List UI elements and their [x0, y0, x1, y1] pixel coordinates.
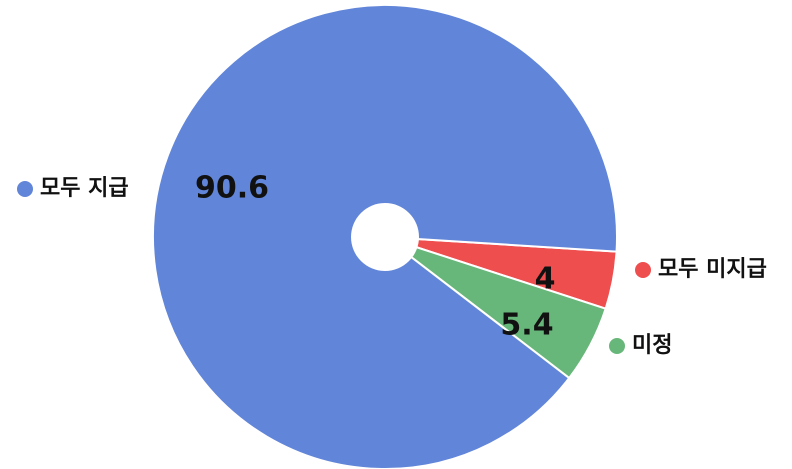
value-label-0: 90.6: [195, 171, 269, 206]
legend-dot-0: [17, 181, 33, 197]
value-label-1: 4: [535, 262, 556, 297]
value-labels-group: 90.6 4 5.4: [195, 171, 555, 343]
legend-dot-2: [609, 338, 625, 354]
legend-item-2: 미정: [609, 333, 672, 358]
donut-hole: [351, 203, 419, 271]
legend-item-0: 모두 지급: [17, 176, 129, 201]
legend-label-1: 모두 미지급: [658, 257, 767, 282]
value-label-2: 5.4: [500, 308, 553, 343]
legend-label-2: 미정: [632, 333, 672, 358]
legend-item-1: 모두 미지급: [635, 257, 767, 282]
legend-label-0: 모두 지급: [40, 176, 129, 201]
legend-dot-1: [635, 262, 651, 278]
